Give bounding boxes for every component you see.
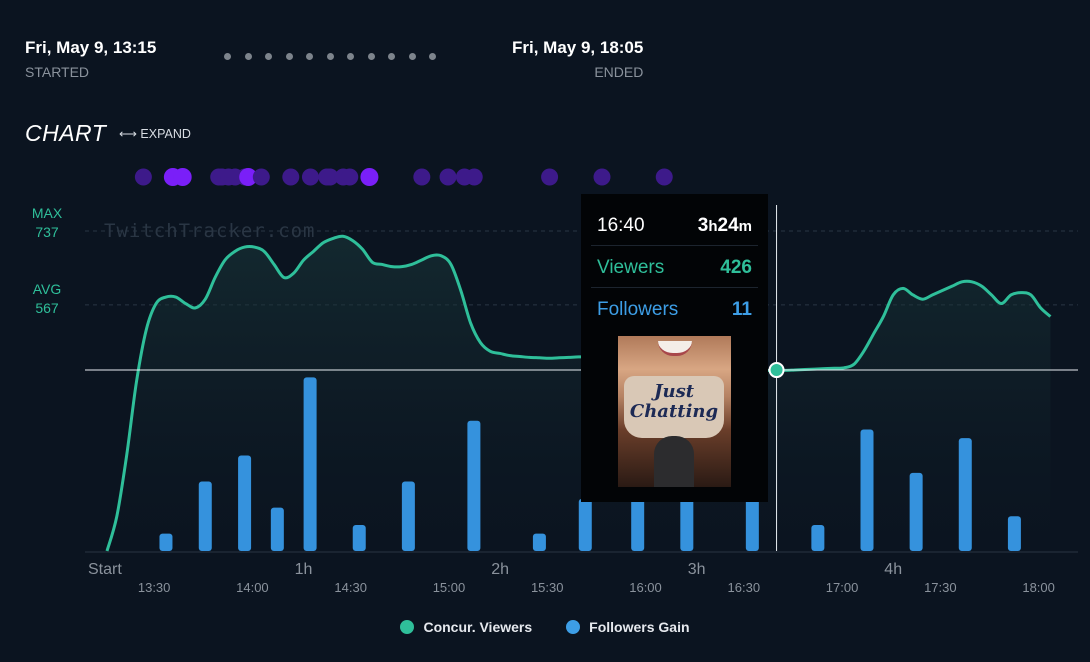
y-max-text: MAX	[31, 205, 63, 221]
followers-bar	[631, 498, 645, 551]
event-marker	[541, 168, 559, 186]
followers-bar	[1007, 516, 1021, 551]
event-marker	[301, 168, 319, 186]
legend-followers-dot	[566, 620, 581, 634]
tooltip-followers-label: Followers	[597, 299, 679, 320]
followers-bar	[198, 481, 212, 551]
y-avg-label: AVG 567	[22, 280, 72, 318]
x-tick-minor: 14:30	[334, 580, 367, 595]
followers-bar	[159, 533, 173, 551]
event-marker	[321, 168, 339, 186]
x-tick-minor: 17:00	[826, 580, 859, 595]
viewers-area	[107, 236, 1051, 551]
x-tick-minor: 16:00	[629, 580, 662, 595]
category-name-line1: Just	[653, 381, 695, 402]
end-label: ENDED	[594, 64, 644, 80]
x-tick-major: 3h	[688, 561, 706, 578]
watermark: TwitchTracker.com	[104, 220, 316, 242]
stream-end: Fri, May 9, 18:05 ENDED	[512, 38, 643, 80]
x-tick-major: 2h	[491, 561, 509, 578]
followers-bar	[909, 472, 923, 551]
tooltip-duration: 3h24m	[698, 215, 752, 237]
x-tick-minor: 14:00	[236, 580, 269, 595]
x-tick-minor: 13:30	[138, 580, 171, 595]
end-time: Fri, May 9, 18:05	[512, 38, 644, 57]
event-marker	[593, 168, 611, 186]
followers-bar	[958, 438, 972, 551]
category-name-line2: Chatting	[629, 401, 719, 422]
x-tick-major: 1h	[295, 561, 313, 578]
event-marker	[239, 168, 258, 186]
event-marker	[413, 168, 431, 186]
followers-bar	[352, 524, 366, 551]
timeline-dots	[224, 53, 436, 60]
followers-bar	[303, 377, 317, 551]
duration-h-unit: h	[708, 218, 718, 235]
tooltip-divider	[591, 287, 758, 288]
tooltip-viewers-label: Viewers	[597, 257, 665, 278]
chart-title: CHART	[25, 120, 107, 146]
duration-minutes: 24	[717, 215, 739, 236]
followers-bar	[811, 524, 825, 551]
event-marker	[655, 168, 673, 186]
x-tick-major: Start	[88, 561, 122, 578]
start-label: STARTED	[25, 64, 90, 80]
x-tick-minor: 16:30	[728, 580, 761, 595]
followers-bar	[270, 507, 284, 551]
x-tick-minor: 17:30	[924, 580, 957, 595]
expand-button[interactable]: ⟷ EXPAND	[119, 127, 191, 141]
legend-viewers-label: Concur. Viewers	[423, 619, 533, 635]
legend-viewers[interactable]: Concur. Viewers	[400, 619, 532, 635]
event-marker	[439, 168, 457, 186]
viewers-chart[interactable]: Start 1h 2h 3h 4h 13:30 14:00 14:30 15:00 15:30 16…	[0, 0, 1090, 610]
followers-bar	[578, 498, 592, 551]
x-tick-minor: 18:00	[1022, 580, 1055, 595]
category-thumbnail: Just Chatting	[618, 336, 731, 487]
event-marker	[252, 168, 270, 186]
followers-bar	[401, 481, 415, 551]
tooltip-viewers-value: 426	[720, 257, 752, 278]
event-marker	[341, 168, 359, 186]
followers-bar	[532, 533, 546, 551]
event-marker	[360, 168, 379, 186]
event-marker	[134, 168, 152, 186]
start-time: Fri, May 9, 13:15	[25, 38, 157, 57]
chart-tooltip: 16:40 3h24m Viewers 426 Followers 11 Jus…	[581, 194, 768, 502]
duration-hours: 3	[697, 215, 709, 236]
event-marker	[173, 168, 192, 186]
tooltip-divider	[591, 245, 758, 246]
tooltip-time: 16:40	[597, 215, 645, 236]
hover-point	[768, 362, 785, 379]
legend-followers[interactable]: Followers Gain	[566, 619, 690, 635]
tooltip-time-row: 16:40 3h24m	[597, 215, 752, 237]
event-marker	[465, 168, 483, 186]
duration-m-unit: m	[738, 218, 752, 235]
x-tick-minor: 15:00	[433, 580, 466, 595]
tooltip-followers-value: 11	[731, 299, 752, 320]
y-max-label: MAX 737	[22, 204, 72, 242]
tooltip-followers-row: Followers 11	[597, 299, 752, 321]
event-marker	[282, 168, 300, 186]
legend-viewers-dot	[400, 620, 415, 634]
y-avg-value: 567	[35, 300, 59, 316]
viewers-line	[105, 234, 1052, 552]
chart-legend: Concur. Viewers Followers Gain	[0, 619, 1090, 635]
stream-start: Fri, May 9, 13:15 STARTED	[25, 38, 156, 80]
followers-bar	[238, 455, 252, 551]
x-tick-minor: 15:30	[531, 580, 564, 595]
x-tick-major: 4h	[884, 561, 902, 578]
y-avg-text: AVG	[32, 281, 62, 297]
legend-followers-label: Followers Gain	[589, 619, 690, 635]
tooltip-viewers-row: Viewers 426	[597, 257, 752, 279]
y-max-value: 737	[35, 224, 59, 240]
followers-bar	[860, 429, 874, 551]
followers-bar	[467, 420, 481, 551]
